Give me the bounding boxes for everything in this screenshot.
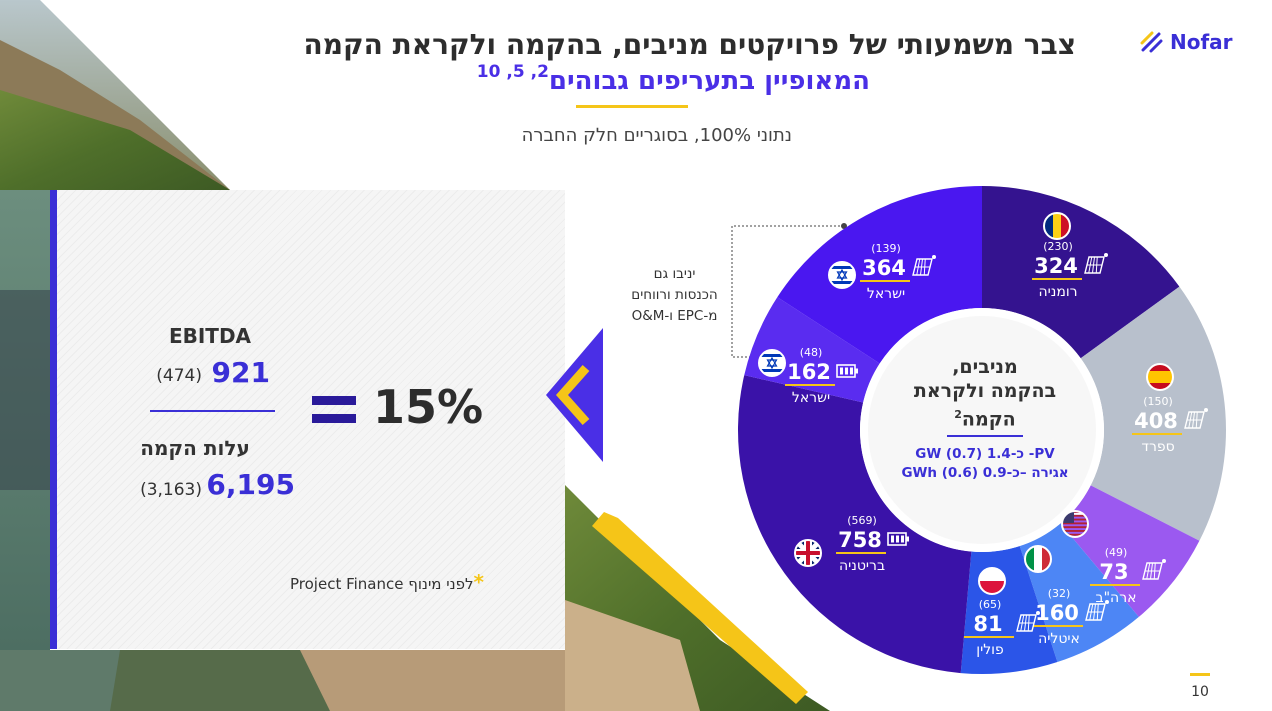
segment-value: 73 bbox=[1099, 560, 1128, 584]
segment-underline bbox=[1132, 433, 1182, 435]
donut-segment bbox=[737, 375, 972, 674]
spain-flag-icon bbox=[1146, 363, 1174, 391]
segment-country: ספרד bbox=[1141, 439, 1174, 455]
segment-value: 324 bbox=[1034, 254, 1078, 278]
segment-country: פולין bbox=[976, 642, 1003, 658]
segment-underline bbox=[836, 552, 886, 554]
callout-line1: יניבו גם bbox=[653, 266, 696, 282]
logo-text: Nofar bbox=[1170, 30, 1233, 54]
donut-segment bbox=[744, 297, 880, 403]
center-title-line2: בהקמה ולקראת bbox=[913, 380, 1057, 402]
title-underline bbox=[576, 105, 688, 108]
solar-panel-icon bbox=[1084, 253, 1108, 274]
segment-country: ישראל bbox=[792, 390, 830, 406]
romania-flag-icon bbox=[1043, 212, 1071, 240]
fraction-line bbox=[150, 410, 275, 412]
segment-value: 81 bbox=[973, 612, 1002, 636]
donut-hole-inner bbox=[868, 316, 1096, 544]
ebitda-company-share: (474) bbox=[156, 366, 202, 386]
donut-center: מניבים, בהקמה ולקראת הקמה2 PV- כ-1.4 (0.… bbox=[880, 355, 1090, 483]
segment-underline bbox=[1033, 625, 1083, 627]
card-footnote: *לפני מינוף Project Finance bbox=[290, 570, 484, 594]
center-storage-capacity: אגירה –כ-0.9 (0.6) GWh bbox=[901, 465, 1069, 482]
segment-share: (32) bbox=[1048, 587, 1071, 600]
poland-flag-icon bbox=[978, 567, 1006, 595]
page-title-line2: המאופיין בתעריפים גבוהים2, 5, 10 bbox=[300, 62, 870, 96]
usa-flag-icon bbox=[1061, 510, 1089, 538]
center-ref: 2 bbox=[954, 408, 962, 421]
israel-flag-icon bbox=[758, 349, 786, 377]
donut-segment bbox=[1060, 485, 1200, 617]
nofar-logo: Nofar bbox=[1140, 30, 1233, 54]
ebitda-ratio: 15% bbox=[373, 380, 484, 434]
battery-icon bbox=[836, 364, 858, 378]
segment-share: (230) bbox=[1043, 240, 1073, 253]
center-title-line1: מניבים, bbox=[952, 356, 1018, 378]
construction-cost-label: עלות הקמה bbox=[140, 436, 250, 460]
solar-panel-icon bbox=[1016, 611, 1040, 632]
page-subtitle: נתוני 100%, בסוגריים חלק החברה bbox=[521, 125, 792, 146]
ebitda-value: 921 bbox=[211, 356, 270, 389]
donut-segment bbox=[1080, 286, 1226, 541]
page-number-rule bbox=[1190, 673, 1210, 676]
segment-country: רומניה bbox=[1038, 284, 1077, 300]
segment-share: (150) bbox=[1143, 395, 1173, 408]
center-divider bbox=[947, 435, 1023, 438]
equals-sign bbox=[312, 396, 358, 432]
donut-segment bbox=[982, 186, 1180, 359]
title-footnote-refs: 2, 5, 10 bbox=[476, 62, 549, 82]
segment-underline bbox=[785, 384, 835, 386]
segment-value: 408 bbox=[1134, 409, 1178, 433]
segment-value: 758 bbox=[838, 528, 882, 552]
segment-value: 364 bbox=[862, 256, 906, 280]
segment-country: ישראל bbox=[867, 286, 905, 302]
nofar-stripes-icon bbox=[1140, 31, 1163, 53]
battery-icon bbox=[887, 532, 909, 546]
callout-line3: מ-EPC ו-O&M bbox=[631, 308, 718, 324]
segment-share: (65) bbox=[979, 598, 1002, 611]
segment-share: (569) bbox=[847, 514, 877, 527]
italy-flag-icon bbox=[1024, 545, 1052, 573]
page-number: 10 bbox=[1191, 684, 1209, 700]
israel-flag-icon bbox=[828, 261, 856, 289]
donut-segment bbox=[777, 186, 982, 364]
solar-panel-icon bbox=[1085, 600, 1109, 621]
page-title-line1: צבר משמעותי של פרויקטים מניבים, בהקמה ול… bbox=[303, 28, 1076, 61]
ebitda-card: EBITDA (474) 921 עלות הקמה (3,163) 6,195… bbox=[50, 190, 565, 649]
page-title-line2-text: המאופיין בתעריפים גבוהים bbox=[548, 66, 870, 96]
solar-panel-icon bbox=[1142, 559, 1166, 580]
epc-om-callout: יניבו גם הכנסות ורווחים מ-EPC ו-O&M bbox=[622, 264, 727, 327]
center-pv-capacity: PV- כ-1.4 (0.7) GW bbox=[915, 446, 1055, 463]
segment-value: 162 bbox=[787, 360, 831, 384]
center-title-line3: הקמה2 bbox=[880, 403, 1090, 431]
construction-cost-company-share: (3,163) bbox=[140, 480, 202, 500]
segment-country: איטליה bbox=[1038, 631, 1080, 647]
uk-flag-icon bbox=[794, 539, 822, 567]
segment-underline bbox=[964, 636, 1014, 638]
construction-cost-value: 6,195 bbox=[206, 468, 295, 501]
center-title-line3-text: הקמה bbox=[961, 408, 1016, 431]
solar-panel-icon bbox=[912, 255, 936, 276]
ebitda-label: EBITDA bbox=[168, 324, 252, 348]
callout-line2: הכנסות ורווחים bbox=[631, 287, 718, 303]
footnote-star: * bbox=[473, 570, 484, 594]
segment-share: (139) bbox=[871, 242, 901, 255]
segment-country: בריטניה bbox=[839, 558, 885, 574]
footnote-text: לפני מינוף Project Finance bbox=[290, 575, 474, 593]
segment-underline bbox=[1032, 278, 1082, 280]
solar-panel-icon bbox=[1184, 408, 1208, 429]
segment-underline bbox=[1090, 584, 1140, 586]
segment-share: (48) bbox=[800, 346, 823, 359]
segment-share: (49) bbox=[1105, 546, 1128, 559]
segment-value: 160 bbox=[1035, 601, 1079, 625]
chevron-left-icon bbox=[546, 328, 603, 462]
segment-underline bbox=[860, 280, 910, 282]
card-accent-bar bbox=[50, 190, 57, 649]
